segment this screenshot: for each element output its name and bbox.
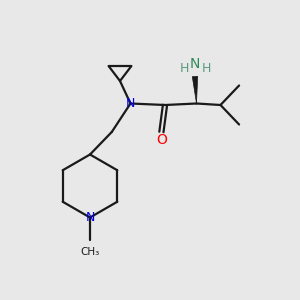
Text: N: N	[126, 97, 135, 110]
Text: H: H	[202, 61, 211, 75]
Polygon shape	[192, 76, 198, 103]
Text: N: N	[85, 211, 95, 224]
Text: O: O	[156, 133, 167, 146]
Text: N: N	[190, 57, 200, 71]
Text: H: H	[180, 61, 189, 75]
Text: CH₃: CH₃	[80, 247, 100, 256]
